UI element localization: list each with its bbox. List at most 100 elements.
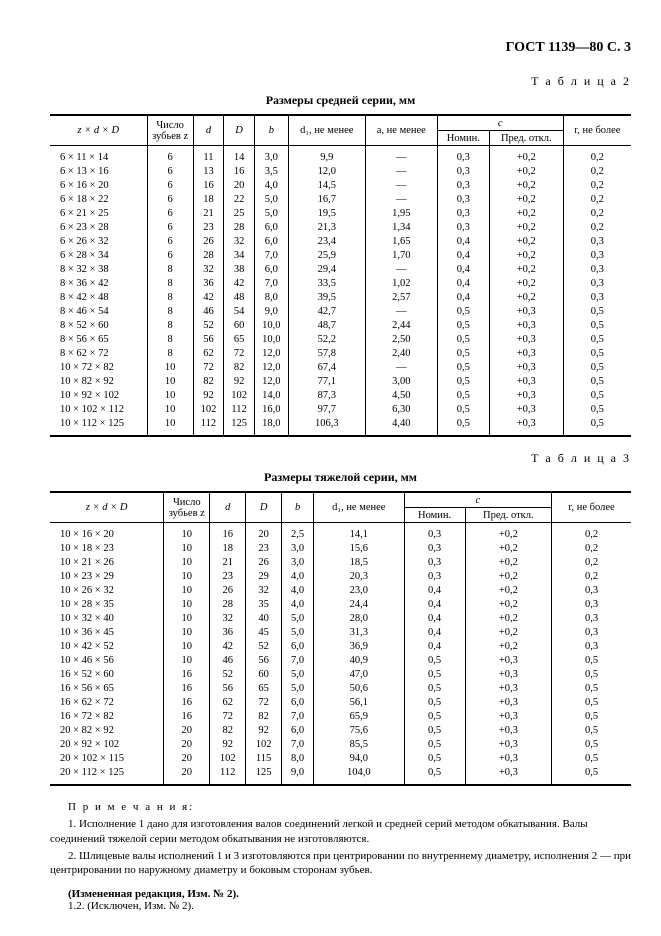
cell: 57,8	[288, 347, 365, 361]
cell: 0,5	[563, 375, 631, 389]
cell: 42	[210, 640, 246, 654]
cell: 0,3	[437, 179, 489, 193]
cell: 0,5	[552, 654, 631, 668]
cell: 0,5	[563, 389, 631, 403]
cell: 16	[164, 710, 210, 724]
cell: 8 × 52 × 60	[50, 319, 147, 333]
cell: 0,5	[563, 333, 631, 347]
cell: 0,5	[437, 361, 489, 375]
col-teeth: Число зубьев z	[164, 492, 210, 523]
cell: +0,2	[465, 570, 551, 584]
cell: 21,3	[288, 221, 365, 235]
cell: +0,3	[489, 319, 563, 333]
cell: 8 × 36 × 42	[50, 277, 147, 291]
cell: 32	[224, 235, 255, 249]
cell: 1,02	[365, 277, 437, 291]
cell: 0,3	[563, 263, 631, 277]
cell: 23,0	[314, 584, 404, 598]
cell: 77,1	[288, 375, 365, 389]
cell: 10	[164, 584, 210, 598]
table-row: 10 × 32 × 401032405,028,00,4+0,20,3	[50, 612, 631, 626]
cell: +0,3	[465, 654, 551, 668]
cell: 0,3	[552, 598, 631, 612]
cell: 0,2	[563, 221, 631, 235]
cell: 6 × 11 × 14	[50, 146, 147, 165]
table-row: 6 × 23 × 28623286,021,31,340,3+0,20,2	[50, 221, 631, 235]
cell: 9,0	[282, 766, 314, 786]
cell: 3,0	[254, 146, 288, 165]
cell: 72	[210, 710, 246, 724]
col-a: a, не менее	[365, 115, 437, 146]
cell: 1,34	[365, 221, 437, 235]
cell: 16	[210, 523, 246, 542]
cell: 18	[210, 542, 246, 556]
cell: 10 × 112 × 125	[50, 417, 147, 437]
cell: 0,3	[437, 146, 489, 165]
cell: 20 × 112 × 125	[50, 766, 164, 786]
cell: 65	[224, 333, 255, 347]
cell: +0,3	[465, 724, 551, 738]
cell: 3,0	[282, 556, 314, 570]
cell: 0,4	[437, 249, 489, 263]
cell: 0,5	[437, 417, 489, 437]
cell: 29	[246, 570, 282, 584]
cell: 52,2	[288, 333, 365, 347]
cell: 42,7	[288, 305, 365, 319]
cell: 10 × 18 × 23	[50, 542, 164, 556]
cell: +0,2	[489, 165, 563, 179]
cell: 8	[147, 263, 193, 277]
cell: 6 × 13 × 16	[50, 165, 147, 179]
cell: 10 × 46 × 56	[50, 654, 164, 668]
cell: 8 × 42 × 48	[50, 291, 147, 305]
table-row: 8 × 62 × 728627212,057,82,400,5+0,30,5	[50, 347, 631, 361]
cell: 65	[246, 682, 282, 696]
cell: +0,3	[489, 375, 563, 389]
cell: 0,5	[404, 682, 465, 696]
cell: 8	[147, 291, 193, 305]
table-row: 20 × 82 × 922082926,075,60,5+0,30,5	[50, 724, 631, 738]
col-c-dev: Пред. откл.	[489, 131, 563, 146]
cell: 6,0	[282, 640, 314, 654]
cell: 0,5	[404, 696, 465, 710]
cell: 115	[246, 752, 282, 766]
cell: +0,2	[489, 235, 563, 249]
col-d: d	[193, 115, 224, 146]
cell: 0,3	[552, 612, 631, 626]
cell: 97,7	[288, 403, 365, 417]
table-row: 8 × 36 × 42836427,033,51,020,4+0,20,3	[50, 277, 631, 291]
table3-label: Т а б л и ц а 3	[50, 451, 631, 466]
table-row: 10 × 36 × 451036455,031,30,4+0,20,3	[50, 626, 631, 640]
cell: 56,1	[314, 696, 404, 710]
cell: 20,3	[314, 570, 404, 584]
cell: 0,5	[404, 724, 465, 738]
cell: +0,3	[465, 752, 551, 766]
table-row: 10 × 23 × 291023294,020,30,3+0,20,2	[50, 570, 631, 584]
cell: 10 × 32 × 40	[50, 612, 164, 626]
cell: 0,5	[437, 375, 489, 389]
cell: 0,5	[552, 724, 631, 738]
cell: 34	[224, 249, 255, 263]
cell: 72	[224, 347, 255, 361]
cell: 6 × 21 × 25	[50, 207, 147, 221]
cell: 10	[147, 389, 193, 403]
cell: 23,4	[288, 235, 365, 249]
cell: 5,0	[282, 668, 314, 682]
cell: 8 × 56 × 65	[50, 333, 147, 347]
cell: 33,5	[288, 277, 365, 291]
cell: 20	[164, 752, 210, 766]
amend-1: (Измененная редакция, Изм. № 2).	[50, 888, 631, 900]
cell: 18	[193, 193, 224, 207]
cell: 7,0	[282, 738, 314, 752]
cell: 28	[224, 221, 255, 235]
table-row: 6 × 16 × 20616204,014,5—0,3+0,20,2	[50, 179, 631, 193]
cell: 14,0	[254, 389, 288, 403]
cell: 0,3	[437, 165, 489, 179]
cell: 0,2	[563, 165, 631, 179]
cell: 23	[246, 542, 282, 556]
cell: +0,3	[465, 682, 551, 696]
cell: 1,65	[365, 235, 437, 249]
cell: 13	[193, 165, 224, 179]
cell: 31,3	[314, 626, 404, 640]
cell: 87,3	[288, 389, 365, 403]
cell: 6	[147, 221, 193, 235]
